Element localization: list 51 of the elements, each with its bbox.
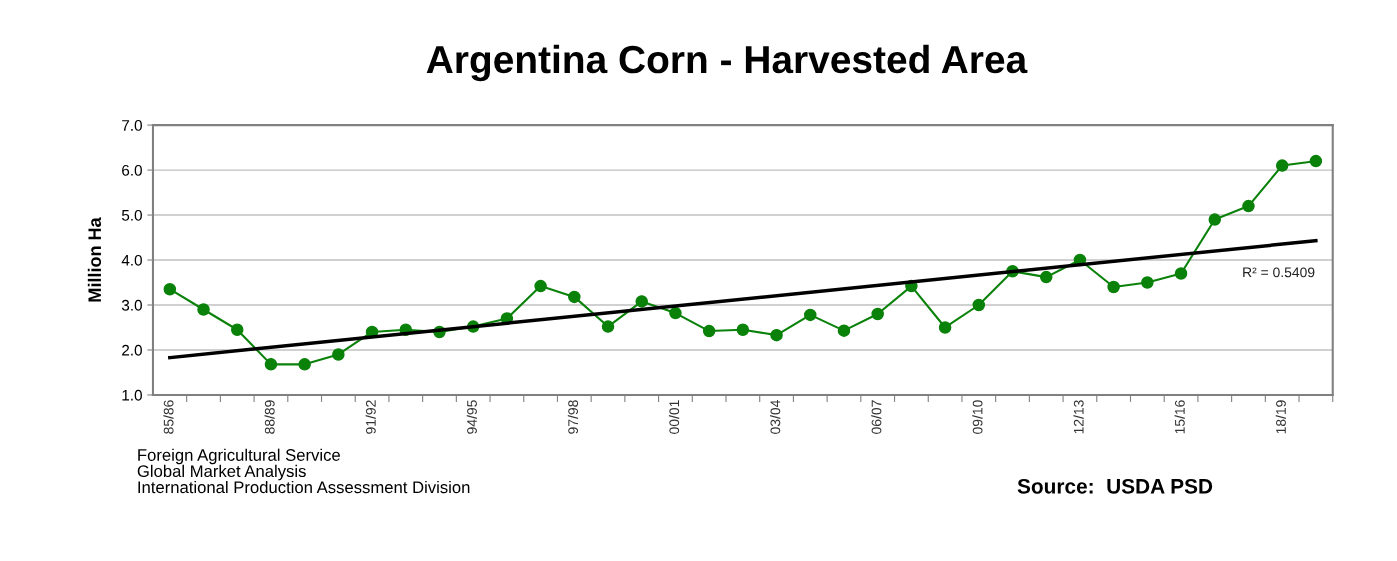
text: Foreign Agricultural Service Global Market Analysis International Production Assessment Division: [137, 448, 470, 494]
point: [1141, 276, 1154, 289]
point: [1174, 267, 1188, 280]
y-tick-label: 4.0: [121, 254, 142, 266]
point: [837, 324, 851, 337]
x-tick-label: 00/01: [668, 400, 680, 434]
y-tick-label: 2.0: [122, 344, 142, 356]
point: [1242, 199, 1255, 213]
x-tick-label: 12/13: [1073, 400, 1084, 434]
point: [568, 290, 581, 304]
point: [1309, 154, 1323, 168]
y-tick-label: 7.0: [122, 119, 142, 131]
point: [804, 308, 817, 322]
chart-title: Argentina Corn - Harvested Area: [426, 44, 1028, 82]
point: [635, 295, 648, 308]
point: [702, 324, 716, 338]
point: [298, 358, 311, 371]
x-tick-label: 94/95: [466, 400, 477, 434]
annotation: R² = 0.5409: [1243, 267, 1315, 278]
point: [871, 307, 884, 321]
point: [1275, 159, 1289, 172]
y-axis-title: Million Ha: [87, 217, 102, 302]
y-tick-label: 6.0: [122, 164, 142, 176]
point: [230, 323, 244, 336]
x-tick-label: 85/86: [163, 400, 174, 434]
x-tick-label: 15/16: [1174, 400, 1185, 434]
y-tick-label: 1.0: [122, 389, 142, 401]
x-tick-label: 06/07: [871, 400, 882, 434]
point: [669, 306, 682, 320]
x-tick-label: 18/19: [1275, 400, 1286, 434]
point: [770, 328, 783, 342]
point: [1107, 280, 1120, 294]
x-tick-label: 09/10: [972, 400, 983, 434]
point: [197, 303, 210, 316]
source-note: Source: USDA PSD: [1017, 478, 1213, 494]
point: [601, 320, 615, 333]
point: [534, 279, 547, 293]
x-tick-label: 03/04: [770, 400, 781, 434]
y-tick-label: 5.0: [121, 209, 142, 221]
point: [938, 321, 952, 334]
point: [264, 358, 278, 371]
point: [1208, 213, 1222, 226]
point: [163, 283, 177, 296]
x-tick-label: 88/89: [264, 400, 275, 434]
point: [736, 323, 750, 336]
x-tick-label: 97/98: [567, 400, 579, 434]
y-tick-label: 3.0: [121, 299, 142, 311]
point: [972, 298, 986, 312]
x-tick-label: 91/92: [365, 400, 376, 434]
point: [332, 348, 345, 361]
point: [1039, 270, 1053, 284]
